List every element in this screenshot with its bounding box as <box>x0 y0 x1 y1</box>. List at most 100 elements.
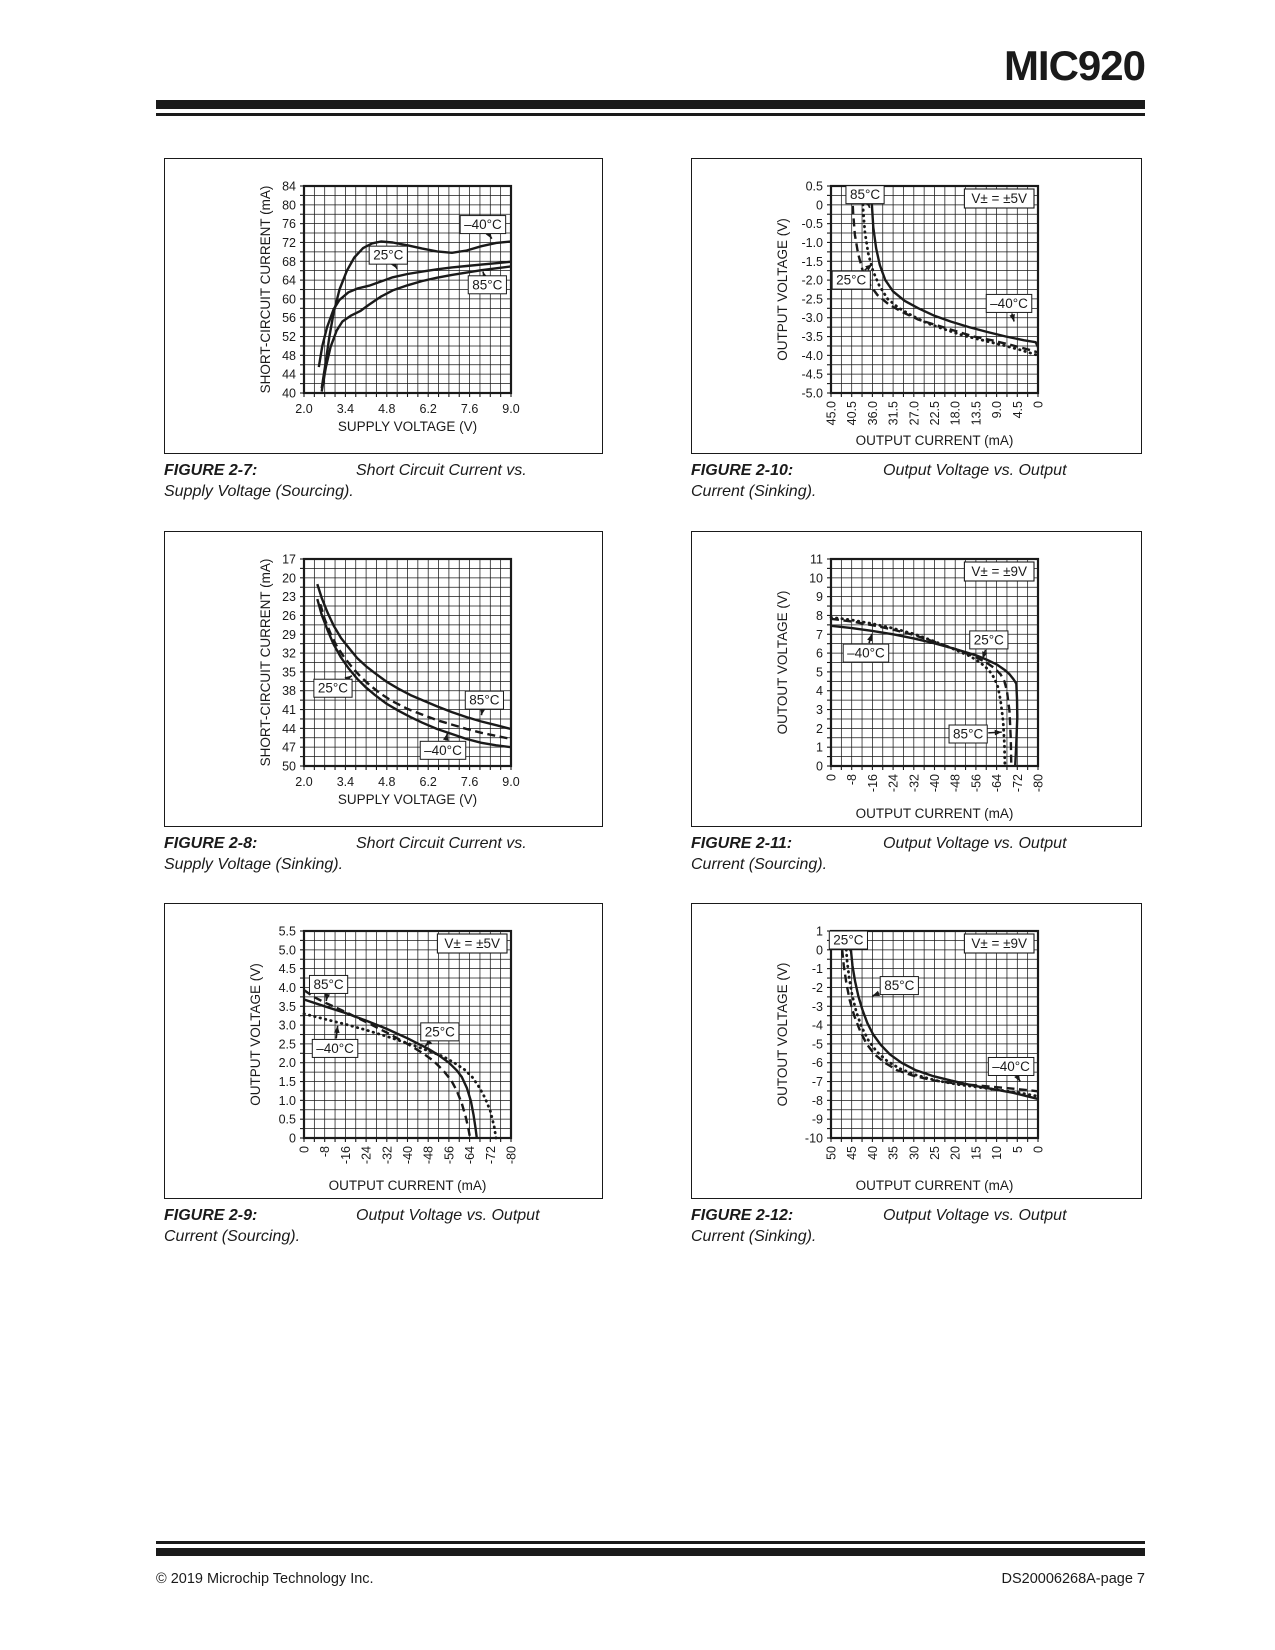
svg-text:-3.5: -3.5 <box>801 330 823 344</box>
svg-text:0: 0 <box>1032 401 1046 408</box>
svg-text:35: 35 <box>282 665 296 679</box>
svg-text:OUTPUT CURRENT (mA): OUTPUT CURRENT (mA) <box>856 433 1014 448</box>
svg-text:-24: -24 <box>887 774 901 792</box>
svg-text:OUTPUT CURRENT (mA): OUTPUT CURRENT (mA) <box>856 806 1014 821</box>
svg-text:SHORT-CIRCUIT CURRENT (mA): SHORT-CIRCUIT CURRENT (mA) <box>258 559 273 767</box>
svg-text:–40°C: –40°C <box>990 296 1028 311</box>
svg-text:-4.0: -4.0 <box>801 349 823 363</box>
svg-text:6.2: 6.2 <box>420 775 437 789</box>
svg-text:25°C: 25°C <box>833 933 863 948</box>
svg-text:40: 40 <box>866 1146 880 1160</box>
figure-2-11: 11 10 9 8 7 6 5 4 3 2 1 0 0 -8 -16 -24 -32 -40 -48 -56 -64 -7… <box>691 531 1142 875</box>
svg-text:25°C: 25°C <box>373 248 403 263</box>
svg-text:45: 45 <box>845 1146 859 1160</box>
svg-text:-4.5: -4.5 <box>801 368 823 382</box>
svg-text:1.0: 1.0 <box>279 1094 296 1108</box>
figure-caption-text: Output Voltage vs. Output Current (Sinki… <box>691 1207 1067 1245</box>
svg-text:85°C: 85°C <box>884 978 914 993</box>
figure-2-9-frame: 5.5 5.0 4.5 4.0 3.5 3.0 2.5 2.0 1.5 1.0 0.5 0 0 -8 -16… <box>164 903 603 1199</box>
svg-text:-8: -8 <box>812 1094 823 1108</box>
figure-2-7: 84 80 76 72 68 64 60 56 52 48 44 40 2.0 3.4 4.8 6.2 7.6 9… <box>164 158 603 502</box>
svg-text:52: 52 <box>282 330 296 344</box>
svg-text:-7: -7 <box>812 1075 823 1089</box>
svg-text:23: 23 <box>282 590 296 604</box>
figure-2-12-caption: FIGURE 2-12: Output Voltage vs. Output Cu… <box>691 1205 1091 1247</box>
svg-text:18.0: 18.0 <box>949 401 963 425</box>
svg-text:3.4: 3.4 <box>337 775 354 789</box>
svg-text:26: 26 <box>282 609 296 623</box>
svg-text:-72: -72 <box>484 1146 498 1164</box>
svg-text:-24: -24 <box>360 1146 374 1164</box>
svg-text:38: 38 <box>282 684 296 698</box>
figure-2-7-caption: FIGURE 2-7: Short Circuit Current vs. Sup… <box>164 460 564 502</box>
svg-text:0: 0 <box>816 943 823 957</box>
svg-text:V± = ±5V: V± = ±5V <box>971 191 1027 206</box>
svg-text:-48: -48 <box>422 1146 436 1164</box>
figure-caption-label: FIGURE 2-9: <box>164 1207 258 1224</box>
figure-2-8-caption: FIGURE 2-8: Short Circuit Current vs. Sup… <box>164 833 564 875</box>
svg-text:4.8: 4.8 <box>378 402 395 416</box>
svg-text:2.5: 2.5 <box>279 1037 296 1051</box>
figure-caption-label: FIGURE 2-11: <box>691 835 793 852</box>
svg-text:1: 1 <box>816 925 823 939</box>
svg-text:-80: -80 <box>505 1146 519 1164</box>
svg-text:35: 35 <box>887 1146 901 1160</box>
svg-text:31.5: 31.5 <box>887 401 901 425</box>
svg-text:-2.0: -2.0 <box>801 274 823 288</box>
svg-text:SHORT-CIRCUIT CURRENT (mA): SHORT-CIRCUIT CURRENT (mA) <box>258 186 273 394</box>
svg-text:8: 8 <box>816 609 823 623</box>
svg-text:60: 60 <box>282 292 296 306</box>
svg-text:V± = ±9V: V± = ±9V <box>971 936 1027 951</box>
svg-text:80: 80 <box>282 198 296 212</box>
svg-text:2.0: 2.0 <box>295 775 312 789</box>
svg-text:-64: -64 <box>463 1146 477 1164</box>
svg-text:0: 0 <box>825 774 839 781</box>
svg-text:22.5: 22.5 <box>928 401 942 425</box>
svg-text:85°C: 85°C <box>953 727 983 742</box>
svg-text:-16: -16 <box>866 774 880 792</box>
svg-text:0.5: 0.5 <box>279 1113 296 1127</box>
svg-text:-9: -9 <box>812 1113 823 1127</box>
header-rule-thin <box>156 113 1145 116</box>
svg-text:10: 10 <box>809 571 823 585</box>
svg-text:2.0: 2.0 <box>279 1056 296 1070</box>
svg-text:1.5: 1.5 <box>279 1075 296 1089</box>
svg-text:-3: -3 <box>812 1000 823 1014</box>
figure-2-9-chart: 5.5 5.0 4.5 4.0 3.5 3.0 2.5 2.0 1.5 1.0 0.5 00 -8 -16… <box>248 925 519 1194</box>
svg-text:-56: -56 <box>969 774 983 792</box>
figure-2-10-chart: 0.5 0 -0.5 -1.0 -1.5 -2.0 -2.5 -3.0 -3.5 -4.0 -4.5… <box>775 180 1046 449</box>
svg-text:9.0: 9.0 <box>502 775 519 789</box>
svg-text:3.5: 3.5 <box>279 1000 296 1014</box>
svg-text:20: 20 <box>282 571 296 585</box>
svg-text:50: 50 <box>825 1146 839 1160</box>
svg-text:30: 30 <box>907 1146 921 1160</box>
svg-text:-2: -2 <box>812 981 823 995</box>
svg-text:84: 84 <box>282 180 296 194</box>
svg-text:–40°C: –40°C <box>992 1059 1030 1074</box>
figure-2-10-caption: FIGURE 2-10: Output Voltage vs. Output Cu… <box>691 460 1091 502</box>
svg-text:4: 4 <box>816 684 823 698</box>
figure-2-10: 0.5 0 -0.5 -1.0 -1.5 -2.0 -2.5 -3.0 -3.5 -4.0 -4.5… <box>691 158 1142 502</box>
figure-2-11-frame: 11 10 9 8 7 6 5 4 3 2 1 0 0 -8 -16 -24 -32 -40 -48 -56 -64 -7… <box>691 531 1142 827</box>
svg-text:5: 5 <box>816 665 823 679</box>
figure-2-7-frame: 84 80 76 72 68 64 60 56 52 48 44 40 2.0 3.4 4.8 6.2 7.6 9… <box>164 158 603 454</box>
svg-text:-72: -72 <box>1011 774 1025 792</box>
figure-2-7-chart: 84 80 76 72 68 64 60 56 52 48 44 402.0 3.4 4.8 6.2 7.6 9… <box>258 180 520 435</box>
figure-2-8-frame: 17 20 23 26 29 32 35 38 41 44 47 50 2.0 3.4 4.8 6.2 7.6 9… <box>164 531 603 827</box>
figure-2-12: 1 0 -1 -2 -3 -4 -5 -6 -7 -8 -9 -10 50 45 40 35 30 25 20 15 1… <box>691 903 1142 1247</box>
figure-caption-label: FIGURE 2-10: <box>691 462 794 479</box>
svg-text:OUTPUT CURRENT (mA): OUTPUT CURRENT (mA) <box>856 1178 1014 1193</box>
svg-text:-0.5: -0.5 <box>801 217 823 231</box>
figure-caption-label: FIGURE 2-7: <box>164 462 258 479</box>
svg-text:-8: -8 <box>845 774 859 785</box>
footer-rule-thick <box>156 1548 1145 1556</box>
svg-text:25: 25 <box>928 1146 942 1160</box>
svg-text:-80: -80 <box>1032 774 1046 792</box>
svg-text:5: 5 <box>1011 1146 1025 1153</box>
svg-text:76: 76 <box>282 217 296 231</box>
svg-text:50: 50 <box>282 760 296 774</box>
svg-text:-1.5: -1.5 <box>801 255 823 269</box>
svg-text:4.0: 4.0 <box>279 981 296 995</box>
svg-text:17: 17 <box>282 553 296 567</box>
svg-text:SUPPLY VOLTAGE (V): SUPPLY VOLTAGE (V) <box>338 792 477 807</box>
